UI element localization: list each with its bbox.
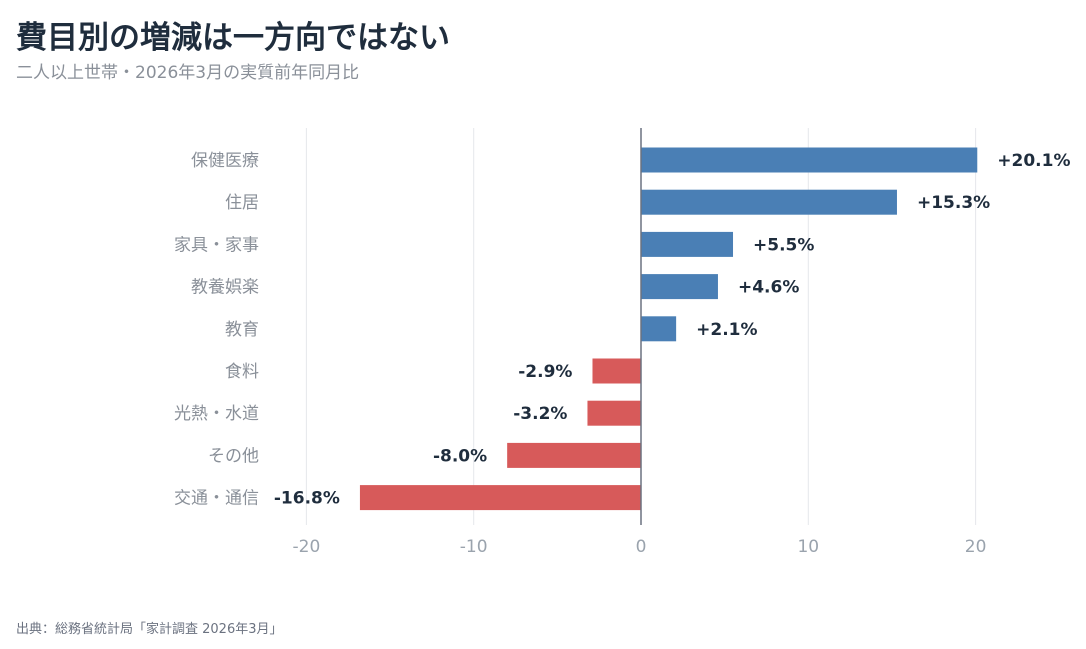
data-label: -16.8%: [274, 489, 340, 509]
data-label: +5.5%: [753, 235, 814, 255]
bar: [641, 274, 718, 300]
category-label: 光熱・水道: [174, 404, 259, 424]
bar: [507, 442, 641, 468]
bar: [641, 147, 978, 173]
data-label: -2.9%: [518, 362, 572, 382]
labels: -20 -10 0 10 20 保健医療 +20.1% 住居 +15.3% 家具・家事 +5.5% 教…: [174, 151, 1071, 557]
data-label: +15.3%: [917, 193, 990, 213]
data-label: +20.1%: [997, 151, 1070, 171]
category-label: 教養娯楽: [191, 278, 259, 298]
category-label: 教育: [225, 320, 259, 340]
category-label: 食料: [225, 362, 259, 382]
x-tick-label: 0: [636, 537, 647, 557]
category-label: 家具・家事: [174, 235, 259, 255]
chart-title: 費目別の増減は一方向ではない: [16, 20, 450, 56]
bar: [641, 189, 897, 215]
category-label: その他: [208, 446, 259, 466]
category-label: 交通・通信: [174, 489, 259, 509]
chart-subtitle: 二人以上世帯・2026年3月の実質前年同月比: [16, 63, 360, 83]
bar: [359, 485, 641, 511]
category-label: 保健医療: [191, 151, 259, 171]
source-note: 出典：総務省統計局「家計調査 2026年3月」: [16, 622, 283, 637]
bar: [592, 358, 641, 384]
x-tick-label: -10: [460, 537, 488, 557]
data-label: -3.2%: [513, 404, 567, 424]
data-label: +4.6%: [738, 278, 799, 298]
x-tick-label: 10: [797, 537, 819, 557]
bar: [641, 231, 734, 257]
category-label: 住居: [225, 193, 259, 213]
bar: [641, 316, 677, 342]
x-tick-label: 20: [965, 537, 987, 557]
bar: [587, 400, 641, 426]
data-label: -8.0%: [433, 446, 487, 466]
x-tick-label: -20: [293, 537, 321, 557]
bar-chart: -20 -10 0 10 20 保健医療 +20.1% 住居 +15.3% 家具・家事 +5.5% 教…: [174, 128, 1071, 557]
data-label: +2.1%: [696, 320, 757, 340]
bars: [359, 128, 978, 525]
